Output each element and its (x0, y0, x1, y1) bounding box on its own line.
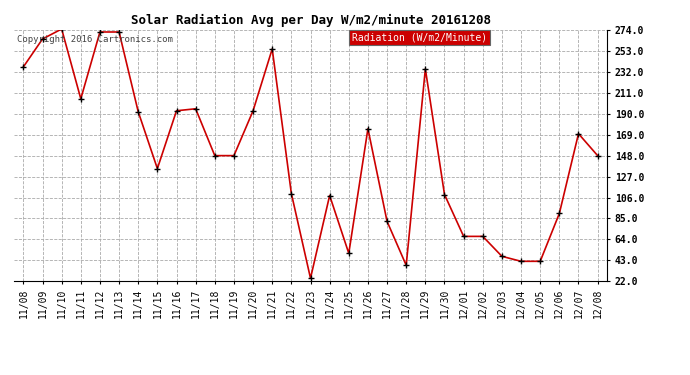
Text: Radiation (W/m2/Minute): Radiation (W/m2/Minute) (352, 33, 487, 42)
Title: Solar Radiation Avg per Day W/m2/minute 20161208: Solar Radiation Avg per Day W/m2/minute … (130, 14, 491, 27)
Text: Copyright 2016 Cartronics.com: Copyright 2016 Cartronics.com (17, 35, 172, 44)
